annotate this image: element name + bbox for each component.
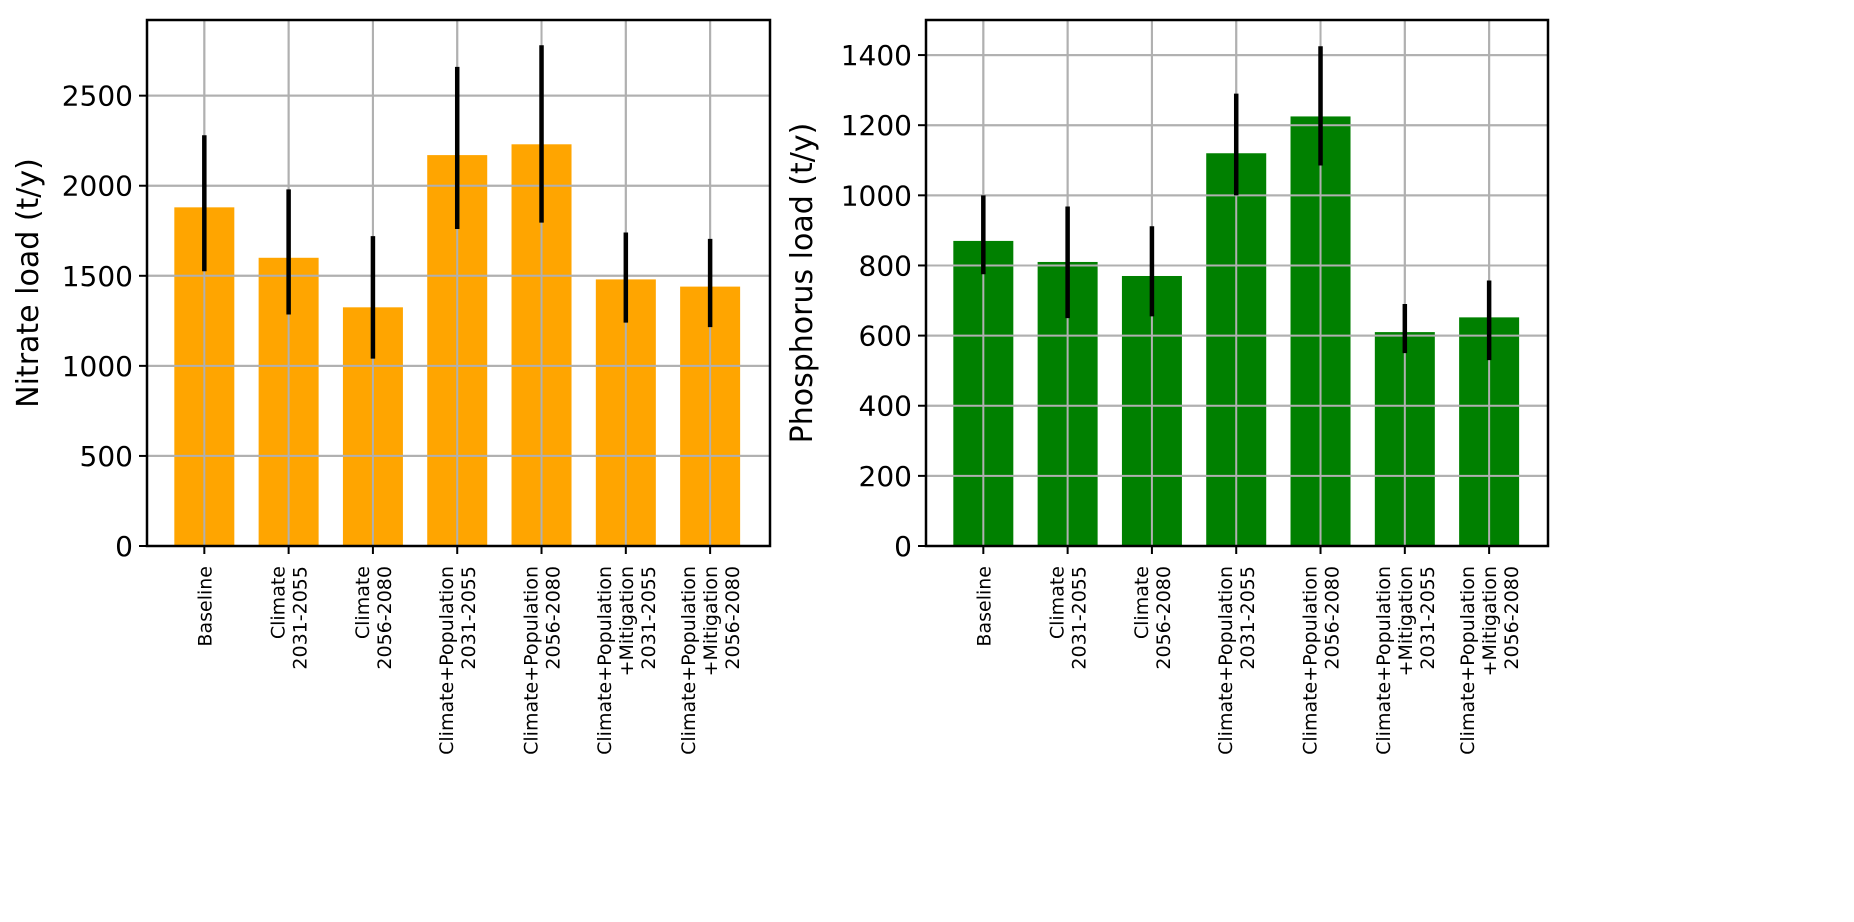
phosphorus-category-label-line: 2056-2080 [1322, 566, 1344, 670]
phosphorus-ytick-label: 800 [859, 249, 912, 282]
nitrate-ytick-label: 500 [80, 440, 133, 473]
phosphorus-category-label-line: Climate+Population [1300, 566, 1322, 755]
phosphorus-ytick-label: 1400 [841, 39, 912, 72]
nitrate-category-label: Climate 2056-2080 [352, 566, 396, 670]
nitrate-category-label-line: 2031-2055 [458, 566, 480, 670]
nitrate-ytick-label: 2500 [62, 80, 133, 113]
nitrate-category-label: Climate+Population +Mitigation 2031-2055 [594, 566, 660, 755]
nitrate-category-label-line: Climate+Population [594, 566, 616, 755]
nitrate-category-label-line: Climate+Population [678, 566, 700, 755]
phosphorus-ytick-label: 1000 [841, 179, 912, 212]
phosphorus-ytick-label: 1200 [841, 109, 912, 142]
phosphorus-category-label: Climate+Population 2031-2055 [1215, 566, 1259, 755]
phosphorus-category-label: Climate+Population +Mitigation 2056-2080 [1457, 566, 1523, 755]
phosphorus-category-label-line: +Mitigation [1395, 566, 1417, 676]
nitrate-category-label-line: Climate [352, 566, 374, 639]
phosphorus-ytick-label: 400 [859, 390, 912, 423]
phosphorus-ytick-label: 200 [859, 460, 912, 493]
nitrate-ytick-label: 1500 [62, 260, 133, 293]
nitrate-category-label-line: Climate [268, 566, 290, 639]
phosphorus-ylabel: Phosphorus load (t/y) [785, 123, 820, 444]
phosphorus-category-label-line: Climate+Population [1373, 566, 1395, 755]
nitrate-category-label-line: 2031-2055 [290, 566, 312, 670]
nitrate-ytick-label: 0 [115, 530, 133, 563]
nitrate-category-label: Climate+Population 2031-2055 [436, 566, 480, 755]
phosphorus-category-label-line: Climate+Population [1457, 566, 1479, 755]
phosphorus-category-label-line: Climate+Population [1215, 566, 1237, 755]
phosphorus-category-label: Climate 2056-2080 [1131, 566, 1175, 670]
nitrate-category-label: Climate 2031-2055 [268, 566, 312, 670]
nitrate-category-label-line: Climate+Population [521, 566, 543, 755]
phosphorus-category-label-line: 2031-2055 [1417, 566, 1439, 670]
nitrate-category-label-line: +Mitigation [700, 566, 722, 676]
nitrate-category-label: Climate+Population +Mitigation 2056-2080 [678, 566, 744, 755]
nitrate-category-label-line: +Mitigation [616, 566, 638, 676]
phosphorus-category-label-line: Climate [1131, 566, 1153, 639]
phosphorus-ytick-label: 600 [859, 320, 912, 353]
phosphorus-category-label-line: 2031-2055 [1237, 566, 1259, 670]
phosphorus-category-label-line: +Mitigation [1479, 566, 1501, 676]
nitrate-category-label-line: 2031-2055 [638, 566, 660, 670]
phosphorus-category-label-line: 2031-2055 [1069, 566, 1091, 670]
phosphorus-category-label-line: Climate [1047, 566, 1069, 639]
phosphorus-category-label-line: 2056-2080 [1153, 566, 1175, 670]
phosphorus-ytick-label: 0 [894, 530, 912, 563]
phosphorus-category-label-line: 2056-2080 [1501, 566, 1523, 670]
phosphorus-category-label: Climate+Population +Mitigation 2031-2055 [1373, 566, 1439, 755]
nitrate-axes-frame [145, 18, 772, 548]
nitrate-category-label-line: 2056-2080 [722, 566, 744, 670]
nitrate-category-label: Climate+Population 2056-2080 [521, 566, 565, 755]
nitrate-ytick-label: 1000 [62, 350, 133, 383]
nitrate-category-label-line: 2056-2080 [543, 566, 565, 670]
phosphorus-category-label-line: Baseline [973, 566, 995, 647]
nitrate-ytick-label: 2000 [62, 170, 133, 203]
phosphorus-category-label: Climate 2031-2055 [1047, 566, 1091, 670]
phosphorus-chart-panel: 0 200 400 600 800 1000 1200 1400 Baseline Climate… [785, 18, 1550, 755]
phosphorus-category-label: Baseline [973, 566, 995, 647]
nitrate-ylabel: Nitrate load (t/y) [11, 158, 46, 408]
phosphorus-category-label: Climate+Population 2056-2080 [1300, 566, 1344, 755]
nitrate-category-label: Baseline [194, 566, 216, 647]
nitrate-category-label-line: Baseline [194, 566, 216, 647]
nitrate-category-label-line: Climate+Population [436, 566, 458, 755]
nitrate-category-label-line: 2056-2080 [374, 566, 396, 670]
